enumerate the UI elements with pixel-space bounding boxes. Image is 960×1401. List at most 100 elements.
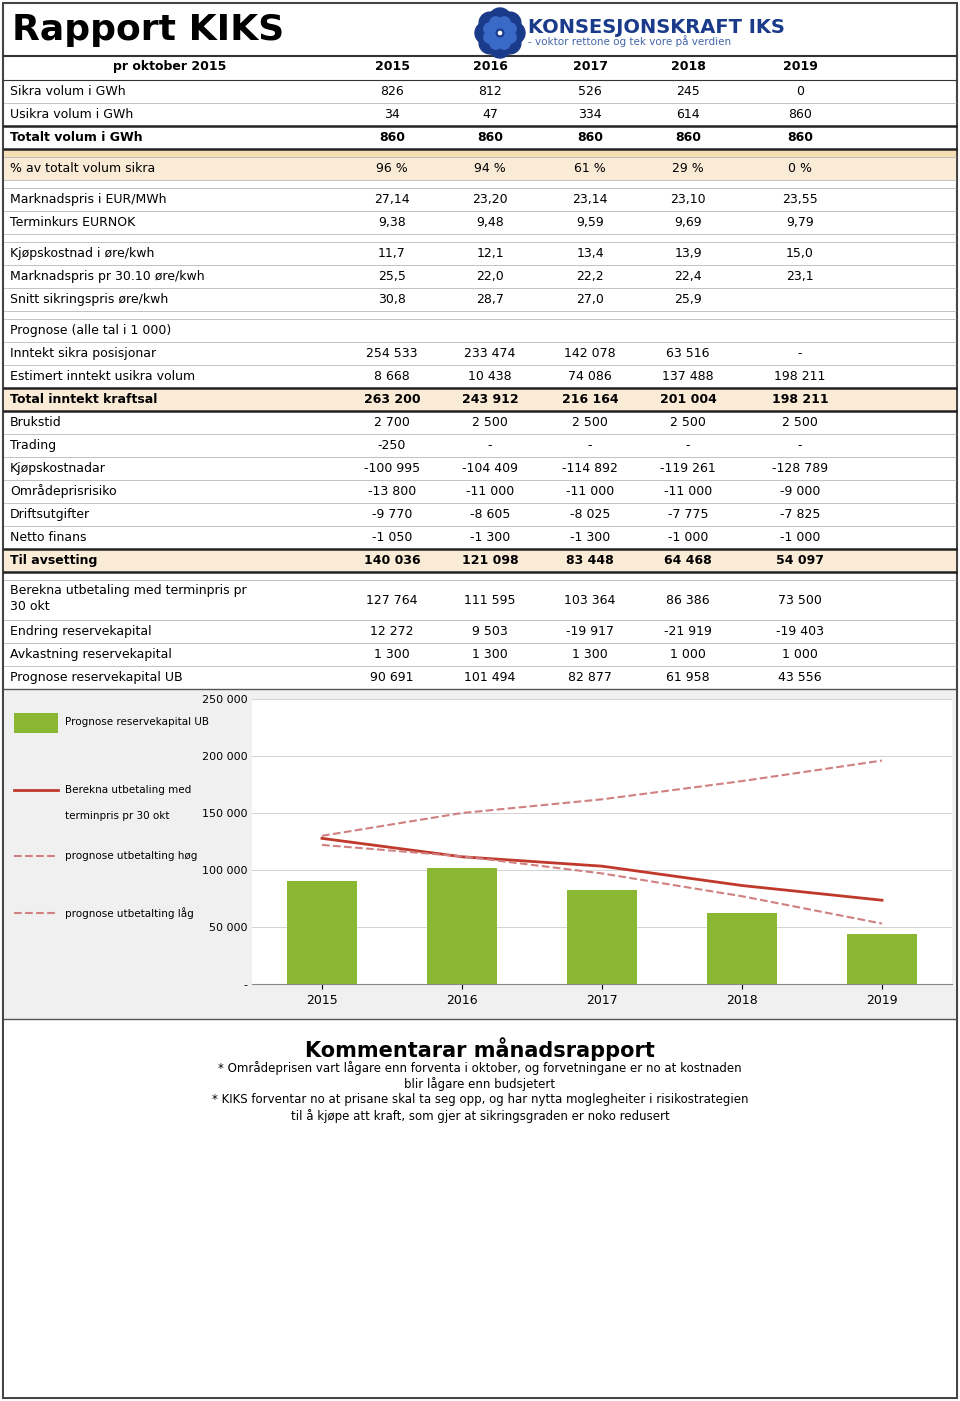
Bar <box>847 934 917 984</box>
Text: Driftsutgifter: Driftsutgifter <box>10 509 90 521</box>
Text: -1 300: -1 300 <box>570 531 611 544</box>
Text: Prognose reservekapital UB: Prognose reservekapital UB <box>10 671 182 684</box>
Text: 9,48: 9,48 <box>476 216 504 228</box>
Text: -128 789: -128 789 <box>772 462 828 475</box>
Text: Kjøpskostnad i øre/kwh: Kjøpskostnad i øre/kwh <box>10 247 155 261</box>
Circle shape <box>504 22 516 35</box>
Text: 64 468: 64 468 <box>664 553 712 567</box>
Text: 142 078: 142 078 <box>564 347 615 360</box>
Text: Estimert inntekt usikra volum: Estimert inntekt usikra volum <box>10 370 195 382</box>
Text: Total inntekt kraftsal: Total inntekt kraftsal <box>10 394 157 406</box>
Text: Prognose reservekapital UB: Prognose reservekapital UB <box>65 717 209 727</box>
Text: prognose utbetalting låg: prognose utbetalting låg <box>65 906 194 919</box>
Text: 2016: 2016 <box>472 60 508 73</box>
Text: 233 474: 233 474 <box>465 347 516 360</box>
Text: 9,59: 9,59 <box>576 216 604 228</box>
Text: 22,0: 22,0 <box>476 270 504 283</box>
Text: 1 300: 1 300 <box>374 649 410 661</box>
Text: 13,4: 13,4 <box>576 247 604 261</box>
Circle shape <box>475 22 497 43</box>
Text: Netto finans: Netto finans <box>10 531 86 544</box>
Text: 96 %: 96 % <box>376 163 408 175</box>
Text: 25,9: 25,9 <box>674 293 702 305</box>
Text: 1 300: 1 300 <box>472 649 508 661</box>
Text: 73 500: 73 500 <box>778 594 822 607</box>
Text: 27,0: 27,0 <box>576 293 604 305</box>
Text: 28,7: 28,7 <box>476 293 504 305</box>
Circle shape <box>499 32 521 53</box>
Text: 526: 526 <box>578 85 602 98</box>
Text: 137 488: 137 488 <box>662 370 714 382</box>
Text: Snitt sikringspris øre/kwh: Snitt sikringspris øre/kwh <box>10 293 168 305</box>
Text: 860: 860 <box>477 132 503 144</box>
Bar <box>4 388 956 410</box>
Text: 8 668: 8 668 <box>374 370 410 382</box>
Text: 243 912: 243 912 <box>462 394 518 406</box>
Text: -9 000: -9 000 <box>780 485 820 497</box>
Text: 9 503: 9 503 <box>472 625 508 637</box>
Text: 103 364: 103 364 <box>564 594 615 607</box>
Text: 614: 614 <box>676 108 700 120</box>
Text: 12,1: 12,1 <box>476 247 504 261</box>
Text: Prognose (alle tal i 1 000): Prognose (alle tal i 1 000) <box>10 324 171 338</box>
Text: 860: 860 <box>379 132 405 144</box>
Text: 1 000: 1 000 <box>782 649 818 661</box>
Text: -13 800: -13 800 <box>368 485 416 497</box>
Text: 198 211: 198 211 <box>772 394 828 406</box>
Circle shape <box>479 32 501 53</box>
Circle shape <box>484 22 495 35</box>
Text: 43 556: 43 556 <box>779 671 822 684</box>
Text: 2 500: 2 500 <box>670 416 706 429</box>
Text: -1 050: -1 050 <box>372 531 412 544</box>
Text: -1 000: -1 000 <box>668 531 708 544</box>
Circle shape <box>489 36 511 57</box>
Text: -9 770: -9 770 <box>372 509 412 521</box>
Circle shape <box>489 8 511 29</box>
Text: Terminkurs EURNOK: Terminkurs EURNOK <box>10 216 135 228</box>
Text: 74 086: 74 086 <box>568 370 612 382</box>
Text: 15,0: 15,0 <box>786 247 814 261</box>
Text: -8 605: -8 605 <box>469 509 510 521</box>
Text: 0 %: 0 % <box>788 163 812 175</box>
Text: 127 764: 127 764 <box>367 594 418 607</box>
Text: -: - <box>588 439 592 453</box>
Text: 860: 860 <box>577 132 603 144</box>
Text: 263 200: 263 200 <box>364 394 420 406</box>
Text: 2015: 2015 <box>374 60 410 73</box>
Text: -7 775: -7 775 <box>668 509 708 521</box>
Text: 2018: 2018 <box>671 60 706 73</box>
Text: 94 %: 94 % <box>474 163 506 175</box>
Bar <box>4 149 956 157</box>
Text: 47: 47 <box>482 108 498 120</box>
Circle shape <box>504 31 516 43</box>
Text: * KIKS forventar no at prisane skal ta seg opp, og har nytta moglegheiter i risi: * KIKS forventar no at prisane skal ta s… <box>212 1093 748 1105</box>
Text: 27,14: 27,14 <box>374 193 410 206</box>
Bar <box>567 890 637 984</box>
Circle shape <box>490 17 502 29</box>
Bar <box>287 881 357 984</box>
Circle shape <box>490 38 502 49</box>
Text: 90 691: 90 691 <box>371 671 414 684</box>
Text: blir lågare enn budsjetert: blir lågare enn budsjetert <box>404 1077 556 1091</box>
Text: 23,10: 23,10 <box>670 193 706 206</box>
Text: KONSESJONSKRAFT IKS: KONSESJONSKRAFT IKS <box>528 18 785 36</box>
Circle shape <box>479 13 501 34</box>
Text: 860: 860 <box>787 132 813 144</box>
Text: 61 958: 61 958 <box>666 671 709 684</box>
Text: 63 516: 63 516 <box>666 347 709 360</box>
Text: 23,1: 23,1 <box>786 270 814 283</box>
Text: 826: 826 <box>380 85 404 98</box>
Circle shape <box>499 13 521 34</box>
Text: 9,79: 9,79 <box>786 216 814 228</box>
Text: 9,38: 9,38 <box>378 216 406 228</box>
Text: 1 000: 1 000 <box>670 649 706 661</box>
Text: 12 272: 12 272 <box>371 625 414 637</box>
Text: -104 409: -104 409 <box>462 462 518 475</box>
Text: -8 025: -8 025 <box>570 509 611 521</box>
Text: 25,5: 25,5 <box>378 270 406 283</box>
Text: Avkastning reservekapital: Avkastning reservekapital <box>10 649 172 661</box>
Text: 22,2: 22,2 <box>576 270 604 283</box>
Text: 101 494: 101 494 <box>465 671 516 684</box>
Text: 860: 860 <box>675 132 701 144</box>
Text: Brukstid: Brukstid <box>10 416 61 429</box>
